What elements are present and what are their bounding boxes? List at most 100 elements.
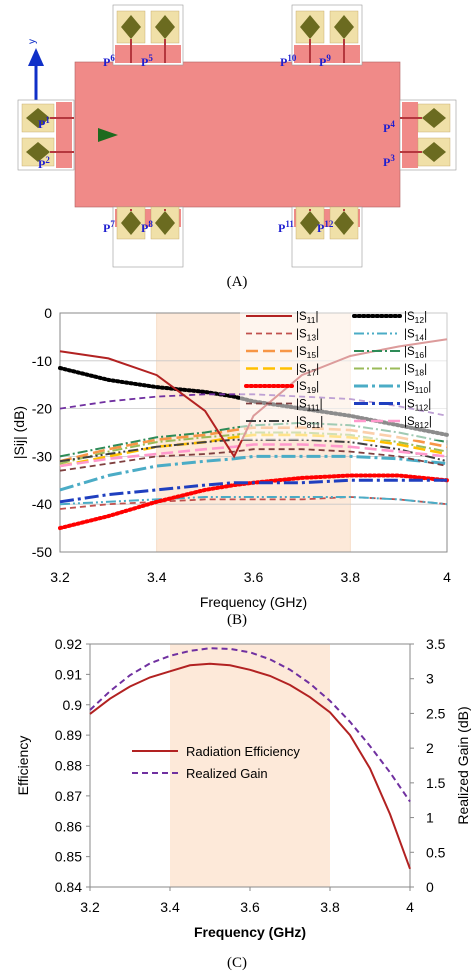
legend-background (240, 306, 452, 440)
y-tick-label: -10 (32, 353, 52, 369)
y-tick-label: 0.88 (55, 758, 82, 774)
module-bottom-left (112, 206, 184, 268)
port-label-p6: P6 (103, 53, 115, 69)
port-label-p1: P1 (38, 115, 50, 131)
legend-label: |S12| (404, 311, 427, 325)
port-label-p4: P4 (383, 119, 395, 135)
x-axis-label: Frequency (GHz) (194, 924, 306, 940)
module-bottom-right (291, 206, 363, 268)
legend-label: |S110| (404, 381, 431, 395)
y2-tick-label: 1 (426, 810, 434, 826)
panel-b-caption: (B) (227, 612, 247, 628)
radiating-element (334, 211, 354, 235)
ground-plane (74, 61, 401, 208)
y-tick-label: 0.87 (55, 788, 82, 804)
direction-arrow-icon (98, 128, 118, 142)
radiating-element (334, 15, 354, 39)
y2-tick-label: 3.5 (426, 636, 446, 652)
y2-axis-label: Realized Gain (dB) (455, 706, 471, 824)
panel-c-caption: (C) (227, 955, 247, 971)
x-tick-label: 3.8 (320, 899, 340, 915)
port-label-p12: P12 (317, 219, 334, 235)
legend-label: |S13| (296, 329, 319, 343)
panel-a-caption: (A) (227, 274, 248, 290)
x-tick-label: 3.2 (50, 569, 70, 585)
legend-label: |S812| (404, 416, 432, 430)
legend-label: |S111| (296, 399, 323, 413)
y-tick-label: 0.92 (55, 636, 82, 652)
module-left (17, 99, 75, 171)
y-tick-label: 0 (44, 305, 52, 321)
port-label-p2: P2 (38, 155, 50, 171)
module-ground (56, 102, 72, 168)
radiating-element (121, 211, 141, 235)
series-line-s13 (59, 496, 448, 510)
y-axis-arrow-icon (28, 48, 44, 66)
x-axis-label: Frequency (GHz) (200, 594, 307, 610)
y-tick-label: 0.84 (55, 879, 82, 895)
legend-label: Radiation Efficiency (186, 744, 300, 759)
legend-label: Realized Gain (186, 766, 268, 781)
radiating-element (300, 15, 320, 39)
legend-label: |S14| (404, 329, 427, 343)
x-tick-label: 3.6 (244, 569, 264, 585)
radiating-element (121, 15, 141, 39)
s-parameter-chart: 0 -10 -20 -30 -40 -50 3.2 3.4 3.6 3.8 4 Frequency (… (11, 305, 452, 628)
y2-tick-label: 2.5 (426, 705, 446, 721)
x-tick-label: 3.8 (341, 569, 361, 585)
y-tick-label: 0.89 (55, 727, 82, 743)
port-label-p8: P8 (141, 219, 153, 235)
module-right (399, 99, 457, 171)
series-line-radiation-efficiency (89, 662, 411, 870)
efficiency-gain-chart: 0.92 0.91 0.9 0.89 0.88 0.87 0.86 0.85 0.84 3.5 3 2… (15, 636, 471, 971)
y-tick-label: 0.85 (55, 849, 82, 865)
module-top-left (112, 4, 184, 66)
legend: |S11| |S12| |S13| |S14| |S15| |S16| |S17| |S18|… (240, 306, 452, 440)
legend-label: |S16| (404, 346, 427, 360)
y-tick-label: -30 (32, 448, 52, 464)
x-tick-label: 3.4 (147, 569, 167, 585)
y-axis-label: Efficiency (15, 736, 31, 796)
radiating-element (422, 142, 446, 162)
port-label-p10: P10 (280, 53, 297, 69)
legend-label: |S19| (296, 381, 319, 395)
y-tick-label: -40 (32, 496, 52, 512)
series-line-s14 (59, 496, 448, 506)
legend-label: |S112| (404, 399, 431, 413)
y-axis-label: |Sij| (dB) (11, 406, 27, 459)
y2-tick-label: 2 (426, 740, 434, 756)
y2-tick-label: 0.5 (426, 844, 446, 860)
series-line-s110 (59, 454, 448, 492)
port-label-p5: P5 (141, 53, 153, 69)
series-line-s812 (59, 443, 448, 468)
antenna-layout-panel: y P1 P2 P3 P4 P5 P6 P7 P8 P9 P10 P11 P12 (A) (17, 4, 457, 290)
highlight-band (170, 644, 330, 887)
legend-label: |S11| (296, 311, 319, 325)
port-label-p7: P7 (103, 219, 115, 235)
radiating-element (155, 15, 175, 39)
legend-label: |S18| (404, 364, 427, 378)
radiating-element (300, 211, 320, 235)
y-tick-label: -20 (32, 401, 52, 417)
module-ground (402, 102, 418, 168)
radiating-element (26, 142, 50, 162)
y-tick-label: -50 (32, 544, 52, 560)
port-label-p11: P11 (278, 219, 294, 235)
radiating-element (422, 108, 446, 128)
x-tick-label: 3.4 (160, 899, 180, 915)
x-tick-label: 4 (406, 899, 414, 915)
x-tick-label: 3.6 (240, 899, 260, 915)
legend-label: |S15| (296, 346, 319, 360)
antenna-modules (17, 4, 457, 268)
y-axis-label: y (27, 39, 38, 44)
y-tick-label: 0.9 (63, 697, 83, 713)
y2-tick-label: 0 (426, 879, 434, 895)
x-tick-label: 4 (443, 569, 451, 585)
radiating-element (155, 211, 175, 235)
y2-tick-label: 1.5 (426, 775, 446, 791)
y2-tick-label: 3 (426, 671, 434, 687)
y-tick-label: 0.91 (55, 666, 82, 682)
port-label-p3: P3 (383, 153, 395, 169)
radiating-element (26, 108, 50, 128)
